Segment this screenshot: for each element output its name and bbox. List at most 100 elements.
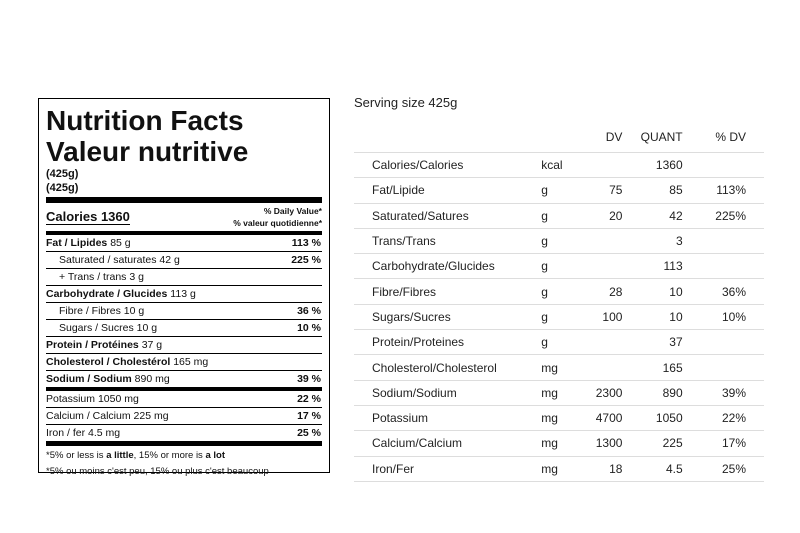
nutrient-name: Potassium [46, 393, 96, 405]
header-row: DV QUANT % DV [354, 122, 764, 153]
cell-dv: 2300 [581, 380, 623, 406]
nutrient-row: Fat / Lipides 85 g 113 % [46, 235, 322, 251]
nutrient-name: Fat / Lipides [46, 237, 108, 249]
nutrient-dv: 17 % [297, 410, 321, 422]
nutrient-row: Sodium / Sodium 890 mg 39 % [46, 370, 322, 387]
nutrient: Fat / Lipides 85 g [46, 235, 131, 251]
cell-pct: 22% [682, 405, 764, 432]
nutrient-dv: 39 % [297, 373, 321, 385]
nutrient: Fibre / Fibres 10 g [46, 303, 144, 319]
nutrient-amount: 165 mg [173, 356, 209, 368]
cell-quant: 85 [622, 177, 683, 204]
cell-dv: 20 [581, 203, 623, 229]
nutrient: Protein / Protéines 37 g [46, 337, 162, 353]
cell-unit: mg [541, 405, 582, 432]
header-cell [541, 122, 582, 153]
nutrient-name: Cholesterol / Cholestérol [46, 356, 171, 368]
cell-unit: g [541, 228, 582, 255]
fn: , 15% or more is [133, 450, 206, 461]
cell-pct [682, 253, 764, 280]
cell-name: Fat/Lipide [354, 177, 542, 204]
cell-dv: 1300 [581, 430, 623, 457]
nutrient-row: Fibre / Fibres 10 g 36 % [46, 302, 322, 319]
calories-name: Calories [46, 209, 98, 224]
cell-unit: g [541, 177, 582, 204]
cell-quant: 3 [622, 228, 683, 255]
cell-name: Cholesterol/Cholesterol [354, 354, 542, 381]
rule [46, 197, 322, 203]
cell-unit: kcal [541, 152, 582, 179]
nutrient-dv: 10 % [297, 322, 321, 334]
cell-dv [581, 228, 623, 255]
cell-name: Iron/Fer [354, 456, 542, 482]
table-row: Calcium/Calcium mg 1300 225 17% [354, 430, 764, 457]
nutrient-row: Potassium 1050 mg 22 % [46, 391, 322, 407]
table-row: Protein/Proteines g 37 [354, 329, 764, 356]
cell-quant: 10 [622, 304, 683, 331]
cell-name: Protein/Proteines [354, 329, 542, 356]
cell-pct: 36% [682, 278, 764, 305]
fn: a lot [205, 450, 225, 461]
nutrient-name: Carbohydrate / Glucides [46, 288, 168, 300]
table-row: Saturated/Satures g 20 42 225% [354, 203, 764, 229]
nutrient-amount: 4.5 mg [88, 427, 121, 439]
footnote-en: *5% or less is a little, 15% or more is … [46, 449, 322, 463]
cell-quant: 4.5 [622, 456, 683, 482]
nutrient-amount: 3 g [129, 271, 144, 283]
table-row: Potassium mg 4700 1050 22% [354, 405, 764, 432]
nutrient: Calcium / Calcium 225 mg [46, 408, 169, 424]
cell-pct: 39% [682, 380, 764, 406]
nutrient-name: Sugars / Sucres [59, 322, 134, 334]
nutrient-amount: 10 g [123, 305, 145, 317]
table-row: Carbohydrate/Glucides g 113 [354, 253, 764, 280]
nutrient-row: Saturated / saturates 42 g 225 % [46, 251, 322, 268]
table-row: Iron/Fer mg 18 4.5 25% [354, 456, 764, 482]
nutrient-dv: 225 % [291, 254, 321, 266]
cell-unit: g [541, 253, 582, 280]
footnote-fr: *5% ou moins c'est peu, 15% ou plus c'es… [46, 466, 269, 477]
nutrient: Carbohydrate / Glucides 113 g [46, 286, 196, 302]
cell-name: Carbohydrate/Glucides [354, 253, 542, 280]
cell-name: Calcium/Calcium [354, 430, 542, 457]
nutrient: Potassium 1050 mg [46, 391, 139, 407]
nutrient: Iron / fer 4.5 mg [46, 425, 120, 441]
calories: Calories 1360 [46, 209, 130, 225]
header-cell: QUANT [622, 122, 683, 153]
nutrient-dv: 36 % [297, 305, 321, 317]
nutrient: Sodium / Sodium 890 mg [46, 371, 170, 387]
nutrient-amount: 85 g [110, 237, 131, 249]
cell-quant: 1360 [622, 152, 683, 179]
cell-pct: 10% [682, 304, 764, 331]
nutrient: Cholesterol / Cholestérol 165 mg [46, 354, 208, 370]
cell-unit: mg [541, 430, 582, 457]
cell-dv: 100 [581, 304, 623, 331]
cell-name: Saturated/Satures [354, 203, 542, 229]
dv-en: % Daily Value* [263, 206, 322, 216]
cell-quant: 42 [622, 203, 683, 229]
nutrient-amount: 10 g [136, 322, 158, 334]
table-row: Trans/Trans g 3 [354, 228, 764, 255]
cell-dv: 4700 [581, 405, 623, 432]
cell-pct: 25% [682, 456, 764, 482]
table-row: Sodium/Sodium mg 2300 890 39% [354, 380, 764, 406]
cell-quant: 37 [622, 329, 683, 356]
cell-name: Sodium/Sodium [354, 380, 542, 406]
nutrient-dv: 113 % [291, 237, 321, 249]
rule [46, 231, 322, 235]
table: DV QUANT % DV Calories/Calories kcal 1360 F… [354, 122, 764, 482]
fn: a little [106, 450, 134, 461]
cell-unit: mg [541, 380, 582, 406]
nutrient-row: Protein / Protéines 37 g [46, 336, 322, 353]
nutrient-name: Fibre / Fibres [59, 305, 121, 317]
cell-dv: 75 [581, 177, 623, 204]
nutrient-rows: Potassium 1050 mg 22 % Calcium / Calcium 2… [46, 391, 322, 441]
serving: (425g) [46, 168, 79, 180]
cell-dv: 28 [581, 278, 623, 305]
cell-quant: 1050 [622, 405, 683, 432]
nutrient-amount: 225 mg [133, 410, 169, 422]
nutrition-table: Serving size 425g DV QUANT % DV Calories… [354, 94, 764, 482]
table-row: Sugars/Sucres g 100 10 10% [354, 304, 764, 331]
nutrient-name: Calcium / Calcium [46, 410, 131, 422]
cell-unit: g [541, 278, 582, 305]
header-cell: % DV [682, 122, 764, 153]
